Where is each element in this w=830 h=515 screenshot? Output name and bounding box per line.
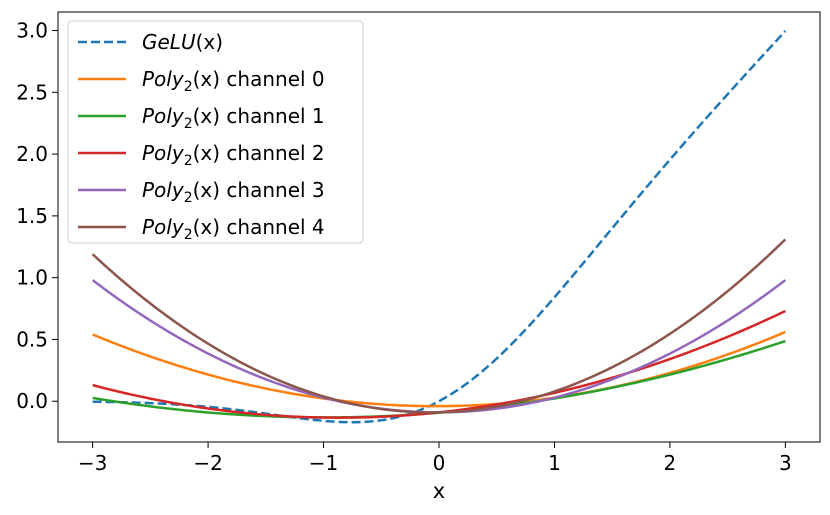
legend-entry-0: GeLU(x) (142, 30, 223, 54)
x-tick-label: −3 (78, 451, 107, 475)
series-lines (91, 30, 787, 424)
series-line-1 (92, 330, 786, 408)
x-axis-label: x (433, 479, 445, 503)
x-tick-label: −1 (309, 451, 338, 475)
legend: GeLU(x) Poly2(x) channel 0 Poly2(x) channe… (67, 20, 364, 244)
y-tick-label: 3.0 (16, 19, 48, 43)
legend-entry-1: Poly2(x) channel 0 (142, 67, 325, 95)
legend-box (67, 20, 364, 244)
y-tick-label: 0.5 (16, 327, 48, 351)
x-tick-label: 2 (664, 451, 677, 475)
y-tick-label: 1.0 (16, 266, 48, 290)
axis-ticks: −3 −2 −1 0 1 2 3 0.0 0.5 1.0 1.5 2.0 2.5 3.0 (16, 19, 792, 475)
y-tick-label: 1.5 (16, 204, 48, 228)
x-tick-label: 1 (548, 451, 561, 475)
y-tick-label: 0.0 (16, 389, 48, 413)
series-line-5 (91, 238, 787, 414)
x-tick-label: 3 (779, 451, 792, 475)
y-tick-label: 2.0 (16, 142, 48, 166)
legend-entry-2: Poly2(x) channel 1 (142, 104, 325, 132)
x-tick-label: 0 (433, 451, 446, 475)
legend-entry-5: Poly2(x) channel 4 (142, 215, 325, 243)
x-tick-label: −2 (193, 451, 222, 475)
legend-entry-3: Poly2(x) channel 2 (142, 141, 325, 169)
legend-entry-4: Poly2(x) channel 3 (142, 178, 325, 206)
series-line-4 (91, 279, 787, 414)
y-tick-label: 2.5 (16, 80, 48, 104)
plot-frame (57, 11, 821, 443)
